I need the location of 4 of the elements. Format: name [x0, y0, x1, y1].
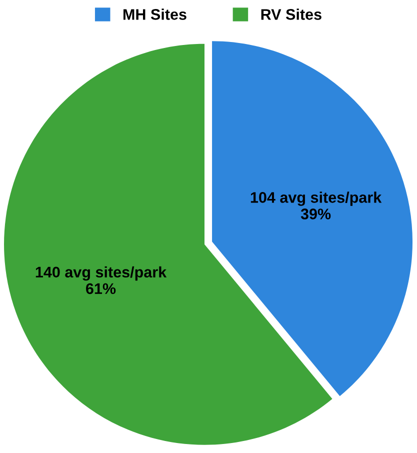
- legend-label: MH Sites: [123, 8, 186, 20]
- legend-label: RV Sites: [261, 8, 322, 20]
- data-label: 140 avg sites/park 61%: [36, 266, 167, 294]
- data-label: 104 avg sites/park 39%: [250, 192, 382, 220]
